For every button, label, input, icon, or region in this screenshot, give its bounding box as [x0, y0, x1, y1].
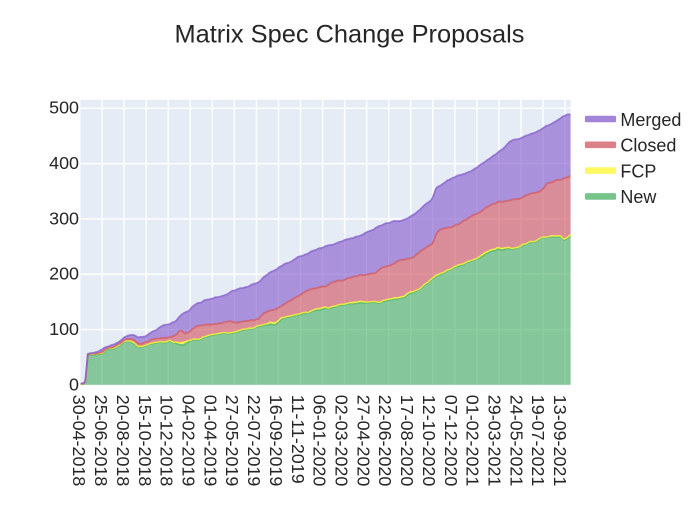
- svg-text:07-12-2020: 07-12-2020: [441, 395, 461, 487]
- svg-text:27-05-2019: 27-05-2019: [222, 395, 242, 487]
- svg-text:Merged: Merged: [620, 110, 681, 130]
- svg-text:06-01-2020: 06-01-2020: [310, 395, 330, 487]
- svg-text:Matrix Spec Change Proposals: Matrix Spec Change Proposals: [174, 21, 524, 49]
- svg-text:25-06-2018: 25-06-2018: [91, 395, 111, 487]
- svg-text:19-07-2021: 19-07-2021: [528, 395, 548, 487]
- svg-text:01-02-2021: 01-02-2021: [463, 395, 483, 487]
- svg-text:22-06-2020: 22-06-2020: [375, 395, 395, 487]
- svg-text:200: 200: [49, 264, 79, 284]
- svg-text:0: 0: [69, 374, 79, 394]
- svg-text:13-09-2021: 13-09-2021: [550, 395, 570, 487]
- svg-text:20-08-2018: 20-08-2018: [113, 395, 133, 487]
- svg-text:17-08-2020: 17-08-2020: [397, 395, 417, 487]
- svg-text:12-10-2020: 12-10-2020: [419, 395, 439, 487]
- svg-text:04-02-2019: 04-02-2019: [179, 395, 199, 487]
- svg-text:11-11-2019: 11-11-2019: [288, 395, 308, 484]
- svg-text:400: 400: [49, 153, 79, 173]
- svg-text:30-04-2018: 30-04-2018: [69, 395, 89, 487]
- svg-text:16-09-2019: 16-09-2019: [266, 395, 286, 487]
- svg-text:Closed: Closed: [620, 136, 676, 156]
- svg-text:FCP: FCP: [620, 161, 656, 181]
- svg-text:29-03-2021: 29-03-2021: [485, 395, 505, 487]
- svg-text:100: 100: [49, 319, 79, 339]
- svg-text:New: New: [620, 187, 657, 207]
- svg-text:22-07-2019: 22-07-2019: [244, 395, 264, 487]
- svg-text:27-04-2020: 27-04-2020: [353, 395, 373, 487]
- svg-text:24-05-2021: 24-05-2021: [506, 395, 526, 487]
- svg-text:10-12-2018: 10-12-2018: [157, 395, 177, 487]
- svg-text:01-04-2019: 01-04-2019: [200, 395, 220, 487]
- svg-text:15-10-2018: 15-10-2018: [135, 395, 155, 487]
- svg-text:300: 300: [49, 208, 79, 228]
- svg-text:500: 500: [49, 98, 79, 118]
- svg-text:02-03-2020: 02-03-2020: [332, 395, 352, 487]
